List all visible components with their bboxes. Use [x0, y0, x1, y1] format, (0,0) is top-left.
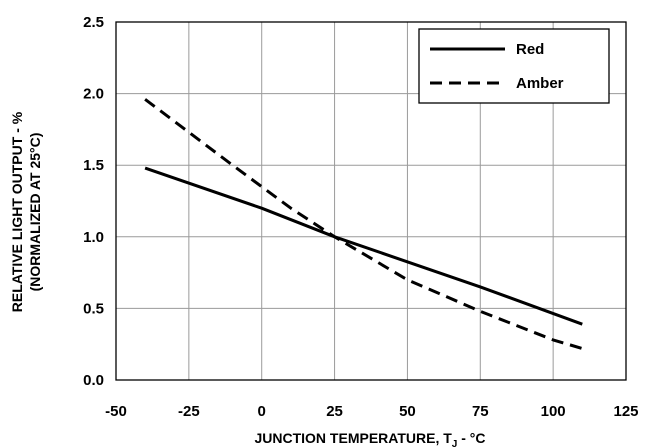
x-tick-label: 125: [613, 403, 638, 420]
series-line-amber: [144, 98, 583, 350]
legend-box: [418, 28, 610, 104]
x-axis-label-subscript: J: [452, 439, 458, 447]
legend-label-amber: Amber: [516, 75, 564, 92]
x-tick-label: 25: [326, 403, 343, 420]
legend-label-red: Red: [516, 41, 544, 58]
x-tick-label: -50: [105, 403, 127, 420]
x-tick-label: 100: [541, 403, 566, 420]
plot-area-border: [115, 21, 627, 381]
x-axis-label: JUNCTION TEMPERATURE, TJ - °C: [254, 430, 485, 447]
x-axis-label-suffix: - °C: [457, 430, 485, 446]
x-tick-label: 75: [472, 403, 489, 420]
series-line-red: [144, 166, 583, 326]
y-tick-label: 0.5: [83, 300, 104, 317]
y-axis-label-line-1: RELATIVE LIGHT OUTPUT - %: [9, 111, 25, 312]
y-tick-labels: 0.0 0.5 1.0 1.5 2.0 2.5: [83, 14, 104, 389]
legend: Red Amber: [418, 28, 610, 104]
series: [144, 98, 583, 350]
y-axis-label-line-2: (NORMALIZED AT 25°C): [27, 133, 43, 292]
x-tick-labels: -50 -25 0 25 50 75 100 125: [105, 403, 638, 420]
y-tick-label: 0.0: [83, 372, 104, 389]
x-tick-label: 0: [258, 403, 266, 420]
x-axis-label-main: JUNCTION TEMPERATURE, T: [254, 430, 452, 446]
x-tick-label: -25: [178, 403, 200, 420]
y-tick-label: 1.5: [83, 157, 104, 174]
y-tick-label: 2.5: [83, 14, 104, 31]
x-tick-label: 50: [399, 403, 416, 420]
y-tick-label: 2.0: [83, 86, 104, 103]
y-tick-label: 1.0: [83, 229, 104, 246]
